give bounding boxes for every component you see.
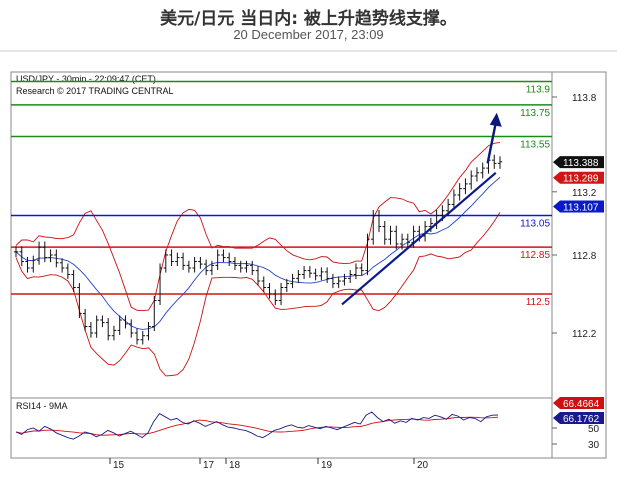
rsi-ma-line: [15, 416, 499, 436]
level-label-113.55: 113.55: [520, 140, 550, 151]
price-tick-label: 113.2: [572, 188, 597, 199]
price-bars: [13, 154, 503, 345]
level-label-112.85: 112.85: [520, 250, 550, 261]
rsi-badge-bg: [553, 397, 604, 409]
page-title: 美元/日元 当日内: 被上升趋势线支撑。: [160, 9, 457, 29]
chart-header-symbol: USD/JPY - 30min - 22:09:47 (CET): [16, 74, 156, 84]
rsi-badge-66.1762: 66.1762: [563, 414, 600, 425]
time-axis: 15 17 18 19 20: [109, 458, 429, 471]
title-divider: [0, 50, 617, 52]
level-label-112.5: 112.5: [526, 297, 551, 308]
page-date: 20 December 2017, 23:09: [233, 27, 384, 42]
projection-arrow-shaft: [486, 122, 497, 164]
price-badge-bg: [553, 171, 604, 184]
price-tick-label: 112.8: [572, 251, 597, 262]
projection-arrow-head: [489, 112, 502, 127]
price-axis: 113.8 113.2 112.8 112.2: [552, 93, 597, 340]
time-tick-label-18: 18: [229, 460, 241, 471]
rising-trendline: [341, 172, 497, 306]
price-tick-label: 112.2: [572, 329, 597, 340]
chart-header-credit: Research © 2017 TRADING CENTRAL: [16, 86, 174, 96]
time-tick-label-19: 19: [321, 460, 333, 471]
time-tick-label-17: 17: [203, 460, 215, 471]
price-badge-bg: [553, 200, 604, 213]
rsi-line: [15, 411, 499, 440]
rsi-tick-label: 30: [588, 440, 600, 451]
price-levels: 113.9 113.75 113.55 113.05 112.85 112.5: [11, 80, 552, 308]
time-tick-label-20: 20: [417, 460, 429, 471]
level-label-113.05: 113.05: [520, 219, 550, 230]
time-tick-label-15: 15: [113, 460, 125, 471]
rsi-badge-66.4664: 66.4664: [563, 399, 600, 410]
rsi-badge-bg: [553, 412, 604, 424]
rsi-title: RSI14 - 9MA: [16, 401, 68, 411]
rsi-panel: 50 30 66.4664 66.1762: [15, 397, 604, 451]
right-axis-strip: [551, 71, 607, 459]
price-badge-113.289: 113.289: [563, 174, 599, 185]
level-label-113.75: 113.75: [520, 108, 550, 119]
rsi-tick-label: 50: [588, 424, 600, 435]
price-badges: 113.388 113.289 113.107: [553, 156, 604, 213]
level-label-113.9: 113.9: [526, 85, 551, 96]
price-badge-bg: [553, 156, 604, 169]
price-panel-frame: [10, 71, 553, 399]
price-badge-113.388: 113.388: [563, 158, 599, 169]
price-badge-113.107: 113.107: [563, 202, 599, 213]
price-tick-label: 113.8: [572, 93, 597, 104]
upper-band: [15, 141, 501, 312]
trend-overlays: [341, 112, 502, 306]
